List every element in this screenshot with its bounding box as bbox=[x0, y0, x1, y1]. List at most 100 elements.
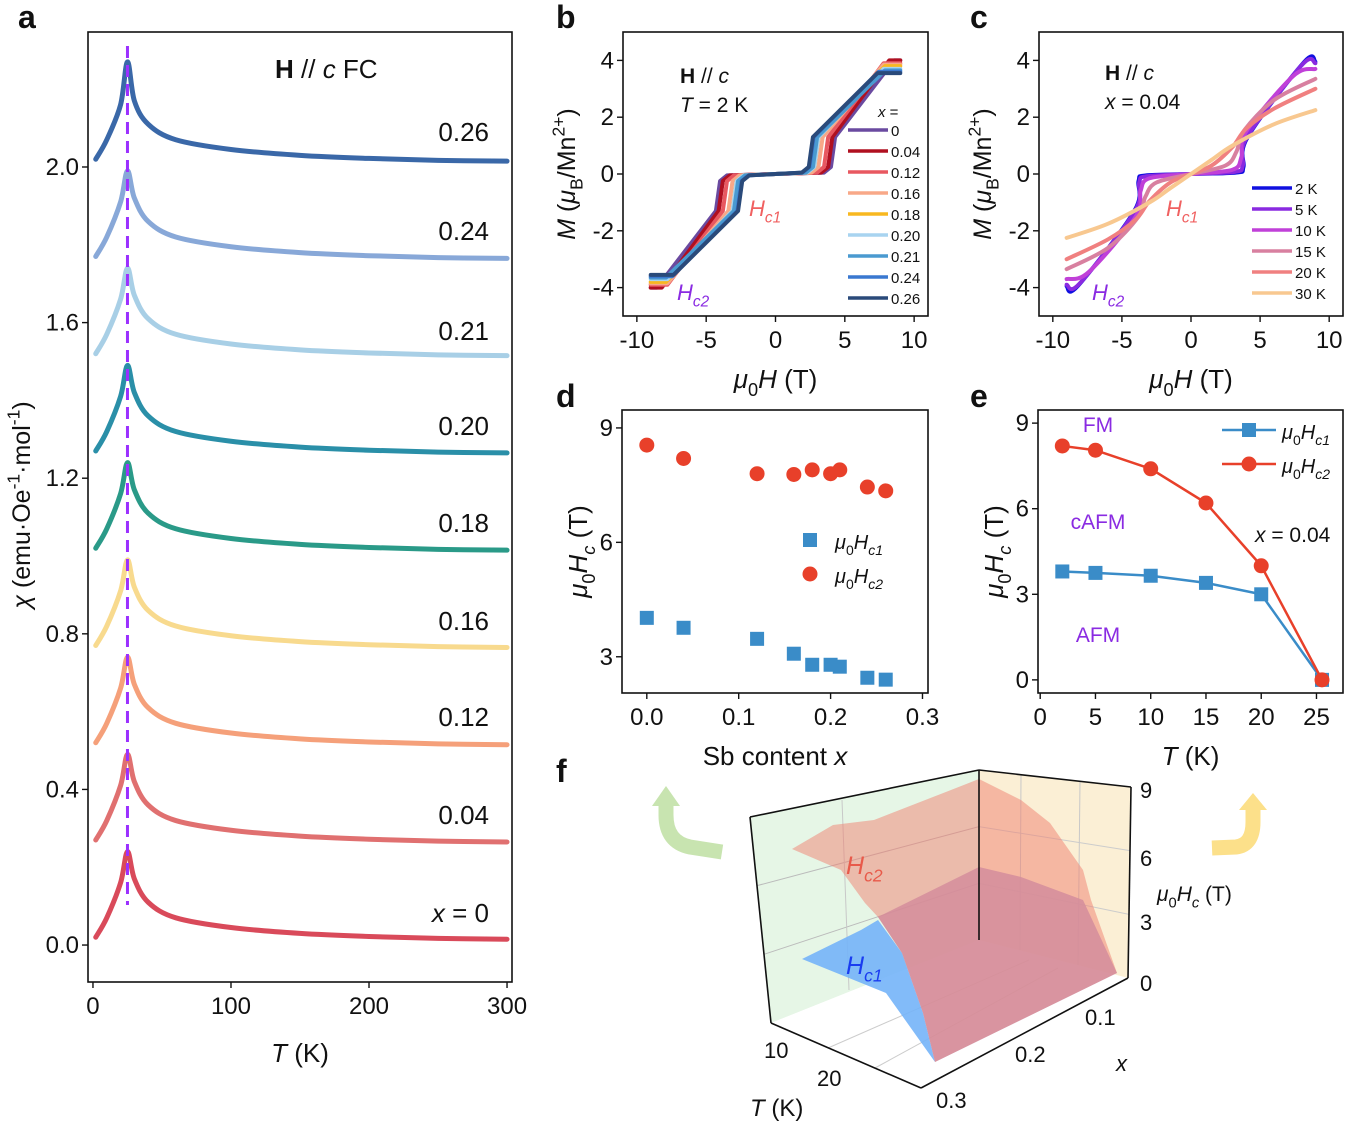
hc1-annotation: Hc1 bbox=[1166, 196, 1198, 227]
data-point-circle bbox=[878, 483, 894, 499]
x-tick-label: 0 bbox=[1184, 327, 1197, 354]
chi-curve bbox=[93, 59, 510, 164]
y-tick-label: 2.0 bbox=[46, 154, 79, 181]
y-tick-label: 6 bbox=[1016, 496, 1029, 523]
hc2-surface-label: Hc2 bbox=[846, 852, 883, 886]
label-part: (K) bbox=[1178, 741, 1220, 771]
axis-edge bbox=[770, 1022, 922, 1089]
y-tick-label: -2 bbox=[593, 218, 614, 245]
series-line bbox=[93, 460, 510, 553]
z-tick-label: 3 bbox=[1140, 910, 1152, 935]
label-part: = 0.04 bbox=[1116, 91, 1181, 114]
legend-label: 30 K bbox=[1295, 286, 1326, 303]
chi-curve bbox=[93, 751, 510, 845]
label-part: T bbox=[1162, 741, 1180, 771]
label-part: 0 bbox=[748, 380, 758, 400]
data-point-square bbox=[786, 646, 801, 661]
series-line bbox=[93, 168, 510, 261]
label-part: FC bbox=[336, 54, 378, 84]
legend-label: 15 K bbox=[1295, 244, 1326, 261]
series-label: x = 0 bbox=[430, 898, 489, 928]
x-tick-label: 200 bbox=[349, 993, 389, 1020]
panel-a-header: H // c FC bbox=[275, 54, 378, 84]
t-axis-label: T (K) bbox=[750, 1095, 803, 1122]
y-tick-label: -4 bbox=[593, 275, 614, 302]
label-part: c2 bbox=[1108, 294, 1125, 311]
label-part: c bbox=[579, 546, 599, 555]
label-part: μ bbox=[1281, 422, 1293, 444]
data-point-circle bbox=[1198, 495, 1214, 511]
legend-label: 0.16 bbox=[891, 186, 920, 203]
x-tick-label: 5 bbox=[838, 327, 851, 354]
arrow-to-panel-e bbox=[1211, 808, 1261, 856]
data-point-square bbox=[878, 672, 893, 687]
y-tick-label: 0.4 bbox=[46, 776, 79, 803]
label-part: -1 bbox=[4, 410, 24, 426]
series-line bbox=[93, 362, 510, 456]
x-tick-label: 0.1 bbox=[1085, 1005, 1116, 1030]
label-part: B bbox=[983, 178, 1003, 190]
label-part: (T) bbox=[1199, 883, 1232, 906]
data-point-circle bbox=[749, 466, 765, 482]
label-part: H bbox=[749, 196, 765, 221]
label-part: μ bbox=[563, 584, 593, 599]
series-label: 0.26 bbox=[438, 117, 489, 147]
label-part: 0 bbox=[846, 576, 854, 592]
arrow-head bbox=[1239, 793, 1267, 810]
data-point-circle bbox=[1253, 558, 1269, 574]
data-point-square bbox=[1088, 565, 1103, 580]
x-tick-label: -5 bbox=[1111, 327, 1132, 354]
y-tick-label: 0.0 bbox=[46, 932, 79, 959]
mh-curve bbox=[1064, 108, 1318, 240]
panel-letter: e bbox=[970, 378, 988, 414]
axis-edge bbox=[1127, 786, 1132, 979]
x-tick-label: 0.3 bbox=[936, 1088, 967, 1113]
series-label: 0.18 bbox=[438, 508, 489, 538]
data-point-square bbox=[832, 659, 847, 674]
legend-label: 10 K bbox=[1295, 223, 1326, 240]
label-part: x bbox=[1254, 524, 1267, 547]
legend-label: 0.04 bbox=[891, 144, 920, 161]
label-part: Sb content bbox=[703, 741, 835, 771]
x-axis-label: μ0H (T) bbox=[733, 364, 818, 400]
label-part: // bbox=[1120, 62, 1143, 85]
chi-curve bbox=[93, 265, 510, 359]
label-part: c1 bbox=[1182, 210, 1198, 227]
x-tick-label: 0 bbox=[86, 993, 99, 1020]
label-part: (K) bbox=[765, 1095, 804, 1122]
y-tick-label: 4 bbox=[1017, 47, 1030, 74]
panel-letter: b bbox=[556, 0, 576, 35]
data-point-circle bbox=[676, 450, 692, 466]
label-part: H bbox=[758, 364, 777, 394]
label-part: 0.24 bbox=[438, 216, 489, 246]
label-part: μ bbox=[553, 190, 581, 205]
label-part: c bbox=[995, 546, 1015, 555]
label-part: H bbox=[854, 532, 869, 554]
legend-label: 0.20 bbox=[891, 228, 920, 245]
label-part: ) bbox=[8, 401, 36, 409]
label-part: c bbox=[323, 54, 336, 84]
panel-letter: a bbox=[18, 0, 36, 35]
label-part: H bbox=[680, 65, 695, 88]
hc2-annotation: Hc2 bbox=[1092, 280, 1125, 311]
x-tick-label: 5 bbox=[1089, 704, 1102, 731]
legend-label: μ0Hc2 bbox=[1281, 456, 1330, 482]
x-tick-label: 5 bbox=[1253, 327, 1266, 354]
y-tick-label: 3 bbox=[1016, 581, 1029, 608]
label-part: c bbox=[1144, 62, 1155, 85]
label-part: 0.21 bbox=[438, 316, 489, 346]
data-point-circle bbox=[1143, 461, 1159, 477]
label-part: 0 bbox=[995, 573, 1015, 583]
condition-annotation: x = 0.04 bbox=[1104, 91, 1181, 114]
panel-c-magnetization: -10 -5 0 5 10 -4 -2 0 2 4 2 K 5 K 10 K 15 K 20 K 30 K H … bbox=[965, 31, 1344, 400]
data-point-square bbox=[805, 657, 820, 672]
label-part: M bbox=[969, 219, 997, 240]
label-part: H bbox=[1174, 364, 1193, 394]
label-part: μ bbox=[1156, 883, 1169, 906]
label-part: x bbox=[430, 898, 446, 928]
label-part: c2 bbox=[864, 866, 883, 886]
label-part: 0 bbox=[1293, 466, 1301, 482]
legend-label: 0.26 bbox=[891, 291, 920, 308]
label-part: // bbox=[695, 65, 718, 88]
